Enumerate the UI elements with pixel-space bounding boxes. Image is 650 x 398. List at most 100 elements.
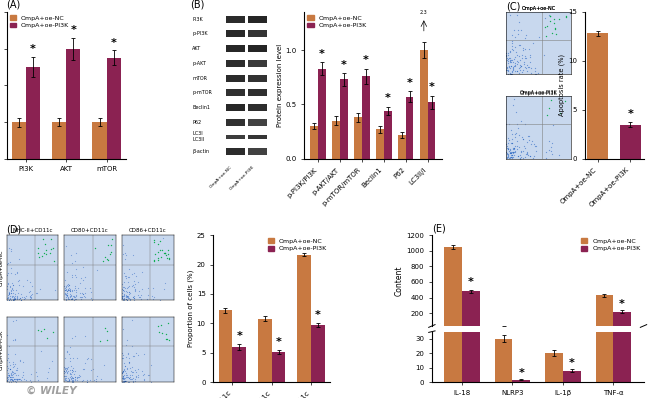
Point [515,154,525,161]
Point [68,378,78,384]
Point [62,366,72,373]
Point [6,371,16,378]
Point [31,369,42,376]
Point [37,253,47,259]
Point [118,359,129,366]
Title: OmpA+oe-NC: OmpA+oe-NC [521,6,556,11]
Y-axis label: OmpA+oe-PI3K: OmpA+oe-PI3K [0,329,4,370]
Point [1,285,12,292]
Point [518,66,528,73]
Point [60,284,71,291]
Point [64,287,74,293]
Point [46,236,56,242]
Point [516,26,526,33]
Point [519,61,530,68]
Point [3,269,14,276]
Point [120,288,131,295]
Point [3,365,14,371]
Point [77,290,87,296]
Point [129,353,139,359]
Point [25,294,36,300]
Point [24,294,34,300]
Bar [613,312,631,329]
Point [65,288,75,294]
Point [164,337,174,343]
Point [79,333,90,339]
Point [126,376,136,382]
Point [14,295,25,301]
Point [66,375,77,381]
Bar [226,135,244,139]
Point [508,59,518,65]
Point [18,372,28,378]
Point [65,291,75,297]
Point [127,372,137,378]
Point [70,271,80,278]
Point [119,295,129,301]
Point [545,13,555,20]
Point [544,147,554,153]
Point [526,70,536,77]
Point [512,60,523,67]
Point [60,365,71,371]
Bar [620,125,641,159]
Point [118,369,129,376]
Point [505,70,515,76]
Point [50,287,60,293]
Point [8,296,18,302]
Point [502,145,512,151]
Point [512,143,522,149]
Point [512,68,523,74]
Point [520,35,530,41]
Bar [226,119,244,126]
Point [509,63,519,70]
Point [8,369,18,376]
Point [2,295,12,301]
Point [8,376,19,382]
Point [118,378,128,384]
Point [524,137,534,143]
Point [66,377,77,384]
Point [122,366,132,373]
Point [155,238,165,244]
Point [40,240,51,247]
Bar [406,97,413,159]
Point [25,287,35,294]
Point [77,294,87,300]
Point [147,293,157,299]
Point [521,64,531,71]
Point [554,152,564,158]
Point [64,371,75,377]
Point [509,56,519,62]
Point [501,51,512,58]
Point [63,281,73,287]
Point [124,295,135,302]
Bar [226,104,244,111]
Point [507,131,517,138]
Point [527,138,538,144]
Point [73,374,83,380]
Point [64,281,74,288]
Point [60,355,70,361]
Text: *: * [518,368,525,378]
Point [67,287,77,293]
Point [3,281,13,288]
Point [60,291,70,297]
Point [152,256,162,263]
Point [507,40,517,47]
Point [508,149,518,155]
Point [80,290,90,297]
Point [503,152,514,158]
Bar [462,291,480,329]
Point [135,294,145,300]
Point [8,369,19,376]
Point [538,52,549,58]
Point [164,256,174,263]
Point [118,287,128,293]
Title: OmpA+oe-PI3K: OmpA+oe-PI3K [519,91,557,96]
Point [512,52,522,58]
Point [14,296,24,302]
Bar [248,45,267,52]
Point [149,257,159,263]
Point [12,377,22,383]
